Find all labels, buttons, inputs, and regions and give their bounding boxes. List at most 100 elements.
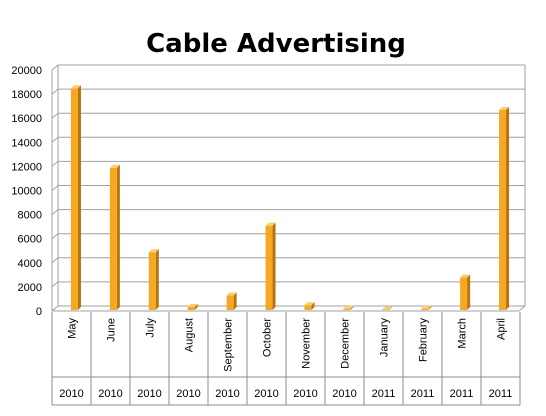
gridline-depth <box>51 88 59 95</box>
bar-december <box>343 305 354 310</box>
x-year-label: 2010 <box>293 388 317 400</box>
y-tick-label: 16000 <box>11 113 42 125</box>
bar-front <box>382 309 390 310</box>
x-tick-label: September <box>223 318 235 372</box>
bar-april <box>499 106 510 310</box>
bar-side <box>467 274 471 310</box>
bar-top <box>421 305 432 309</box>
bar-top <box>343 305 354 309</box>
bar-side <box>350 305 354 310</box>
x-year-label: 2011 <box>450 388 474 400</box>
x-year-label: 2011 <box>411 388 435 400</box>
bar-side <box>389 306 393 310</box>
bar-side <box>506 106 510 310</box>
gridline-depth <box>51 233 59 240</box>
bars <box>70 85 510 310</box>
bar-front <box>265 225 273 310</box>
x-tick-label: July <box>145 318 157 338</box>
bar-top <box>460 274 471 278</box>
x-tick-label: March <box>457 318 469 349</box>
x-year-label: 2010 <box>137 388 161 400</box>
bar-july <box>148 249 159 310</box>
floor-right <box>518 305 526 312</box>
x-year-label: 2011 <box>489 388 513 400</box>
gridline-depth <box>51 136 59 143</box>
bar-june <box>109 164 120 310</box>
gridline-depth <box>51 305 59 312</box>
bar-side <box>194 303 198 310</box>
bar-august <box>187 303 198 310</box>
bar-november <box>304 302 315 310</box>
bar-top <box>382 306 393 310</box>
bar-front <box>499 109 507 310</box>
y-tick-label: 0 <box>36 306 42 318</box>
y-tick-label: 2000 <box>18 282 42 294</box>
bar-top <box>187 303 198 307</box>
x-axis-category-table: May 2010 June 2010 July 2010 August 2010 Septemb… <box>51 312 521 406</box>
gridline-depth <box>51 185 59 191</box>
y-tick-label: 20000 <box>11 65 42 77</box>
bar-side <box>272 222 276 310</box>
gridline-depth <box>51 112 59 119</box>
x-year-label: 2010 <box>176 388 200 400</box>
bar-front <box>226 295 234 310</box>
x-tick-label: August <box>184 318 196 352</box>
x-tick-label: April <box>496 318 508 340</box>
bar-side <box>428 305 432 310</box>
bar-september <box>226 292 237 310</box>
x-tick-label: November <box>301 318 313 369</box>
bar-front <box>460 277 468 310</box>
x-tick-label: June <box>106 318 118 342</box>
y-axis-tick-labels: 0 2000 4000 6000 8000 10000 12000 14000 16000 180… <box>11 65 42 318</box>
x-year-label: 2011 <box>372 388 396 400</box>
bar-side <box>233 292 237 310</box>
gridline-depth <box>51 64 59 71</box>
x-tick-label: February <box>418 318 430 363</box>
bar-march <box>460 274 471 310</box>
gridlines <box>51 64 526 312</box>
y-tick-label: 14000 <box>11 137 42 149</box>
bar-front <box>421 308 429 310</box>
bar-side <box>116 164 120 310</box>
y-tick-label: 10000 <box>11 186 42 198</box>
bar-side <box>311 302 315 310</box>
bar-side <box>155 249 159 310</box>
bar-front <box>187 306 195 310</box>
bar-top <box>109 164 120 168</box>
bar-top <box>226 292 237 296</box>
x-year-label: 2010 <box>98 388 122 400</box>
gridline-depth <box>51 257 59 264</box>
y-tick-label: 8000 <box>18 210 42 222</box>
bar-front <box>109 167 117 310</box>
y-tick-label: 4000 <box>18 258 42 270</box>
x-year-label: 2010 <box>332 388 356 400</box>
gridline-depth <box>51 161 59 167</box>
bar-top <box>265 222 276 226</box>
gridline-depth <box>51 281 59 288</box>
x-tick-label: May <box>67 318 79 339</box>
bar-side <box>77 85 81 310</box>
chart-title: Cable Advertising <box>146 29 406 59</box>
bar-front <box>304 305 312 310</box>
gridline-depth <box>51 209 59 215</box>
x-tick-label: December <box>340 318 352 369</box>
bar-october <box>265 222 276 310</box>
x-tick-label: October <box>262 318 274 357</box>
bar-may <box>70 85 81 310</box>
bar-top <box>499 106 510 110</box>
y-tick-label: 18000 <box>11 89 42 101</box>
x-year-label: 2010 <box>59 388 83 400</box>
bar-february <box>421 305 432 310</box>
bar-top <box>304 302 315 306</box>
x-year-label: 2010 <box>254 388 278 400</box>
bar-january <box>382 306 393 310</box>
y-tick-label: 6000 <box>18 234 42 246</box>
x-tick-label: January <box>379 318 391 358</box>
bar-top <box>70 85 81 89</box>
bar-front <box>70 88 78 310</box>
y-tick-label: 12000 <box>11 161 42 173</box>
bar-top <box>148 249 159 253</box>
bar-front <box>148 252 156 310</box>
bar-front <box>343 308 351 310</box>
